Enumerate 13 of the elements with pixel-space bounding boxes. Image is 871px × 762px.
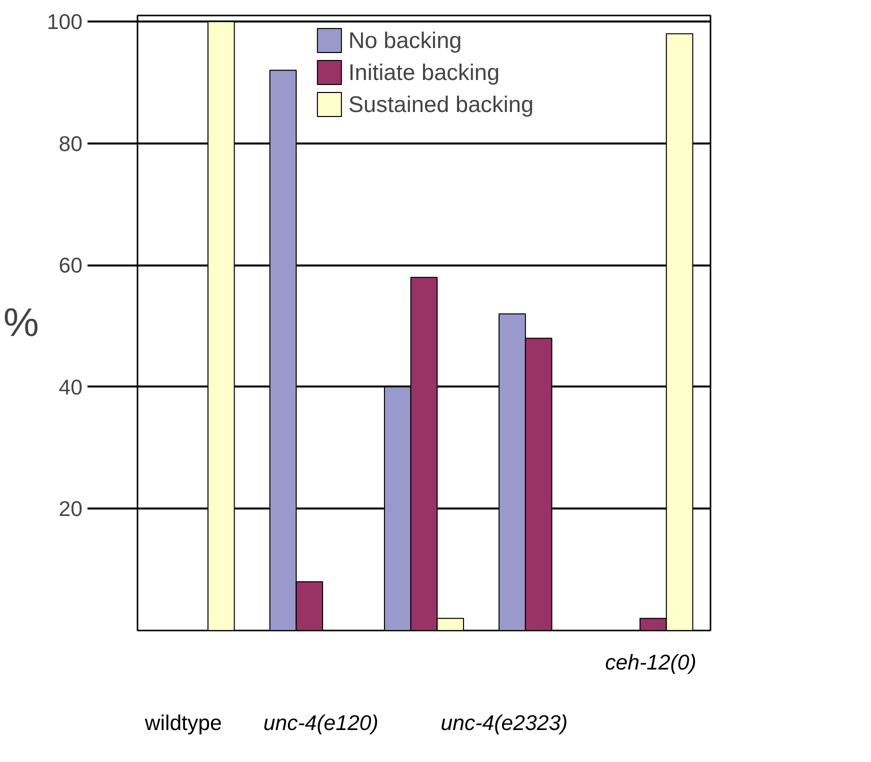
text: ceh-12(0) — [605, 650, 696, 674]
legend-label: Sustained backing — [348, 90, 534, 118]
y-tick-label: 100 — [46, 10, 83, 34]
legend-label: No backing — [348, 26, 462, 54]
y-tick-label: 20 — [58, 497, 83, 522]
text: unc-4(e2323) — [440, 711, 568, 735]
text: unc-4(e120) — [263, 711, 378, 735]
legend-label: Initiate backing — [348, 58, 500, 86]
text: wildtype — [144, 711, 222, 735]
y-tick-label: 60 — [58, 254, 83, 278]
y-tick-label: 80 — [58, 132, 83, 156]
y-axis-title: % — [3, 301, 39, 345]
y-tick-label: 40 — [58, 375, 83, 400]
